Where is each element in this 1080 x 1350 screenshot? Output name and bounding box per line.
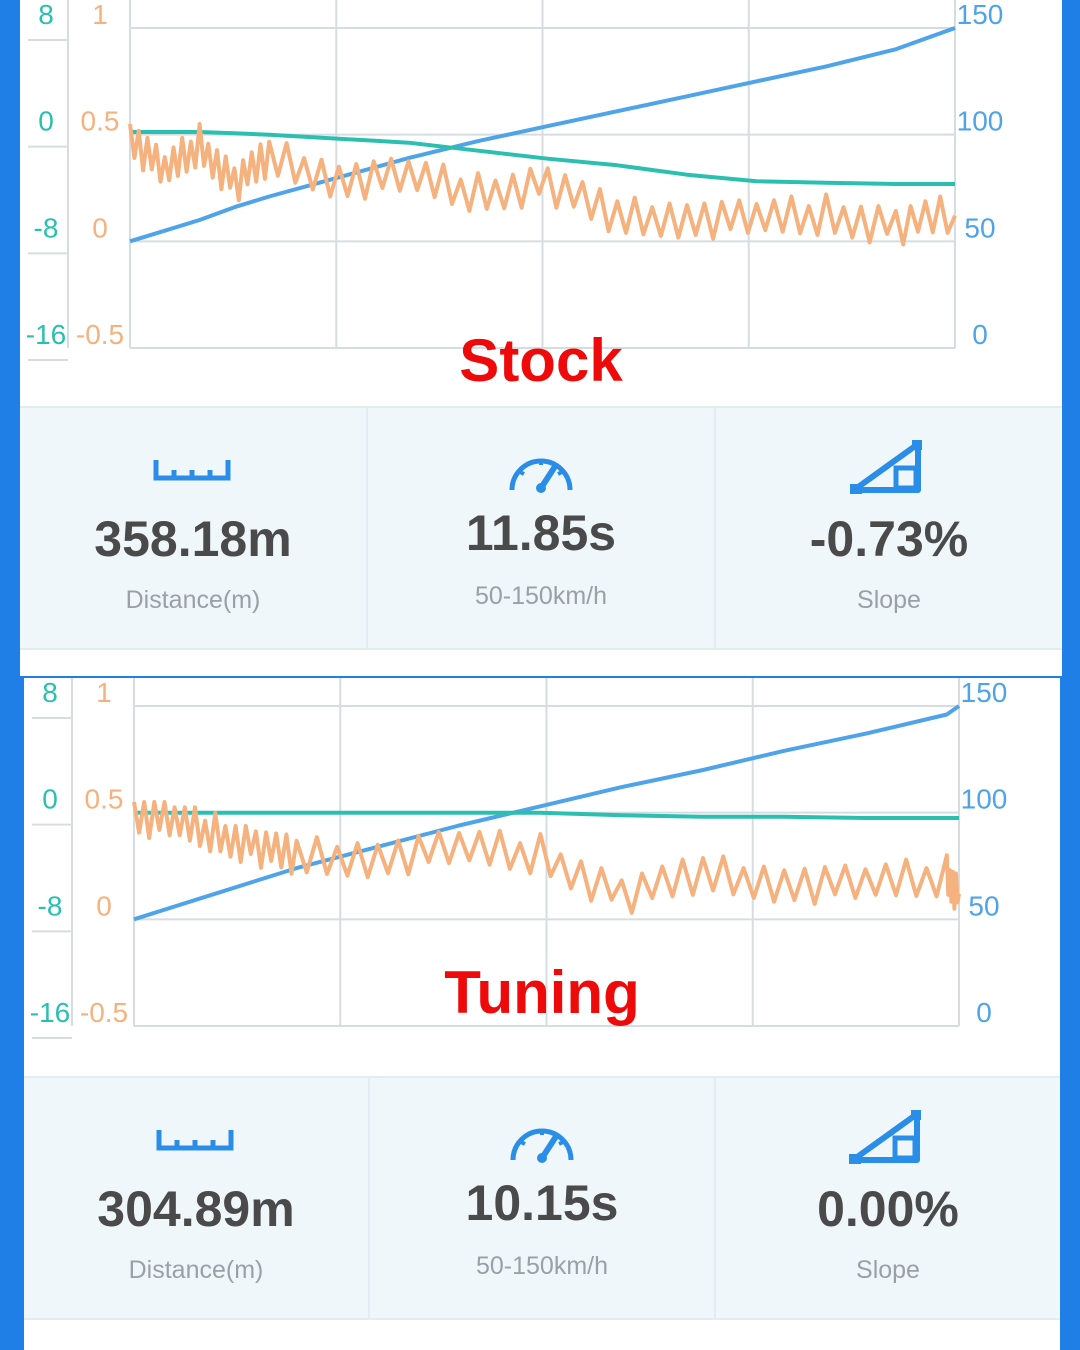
- stock-label: Stock: [459, 327, 623, 394]
- stock-result-panel: 8 1 150 0 0.5 100 -8 0 50 -16 -0.5 0 Stock 358.18m …: [20, 0, 1062, 676]
- accel-series-line: [132, 800, 961, 915]
- speed-axis-tick-label: 0: [972, 319, 988, 350]
- slope-series-line: [130, 130, 955, 186]
- speedometer-icon: [510, 1128, 574, 1163]
- speed-axis-tick-label: 100: [957, 106, 1004, 137]
- slope-axis-tick-label: -8: [38, 890, 63, 921]
- stat-distance: 304.89m Distance(m): [24, 1078, 370, 1318]
- slope-value: 0.00%: [817, 1181, 959, 1237]
- ruler-icon: [153, 460, 231, 481]
- time-label: 50-150km/h: [474, 582, 608, 610]
- stat-slope: -0.73% Slope: [716, 408, 1062, 648]
- tuning-stats-bar: 304.89m Distance(m) 10.15s 50-150km/h 0.…: [24, 1076, 1060, 1320]
- accel-axis-tick-label: 0: [96, 890, 112, 921]
- stock-chart: 8 1 150 0 0.5 100 -8 0 50 -16 -0.5 0: [20, 0, 1062, 400]
- accel-series-line: [128, 122, 957, 247]
- accel-axis-tick-label: -0.5: [80, 997, 128, 1028]
- speed-axis-tick-label: 50: [968, 890, 999, 921]
- distance-value: 304.89m: [97, 1181, 295, 1237]
- slope-axis-tick-label: 0: [38, 106, 54, 137]
- accel-axis-tick-label: 0: [92, 212, 108, 243]
- distance-label: Distance(m): [128, 1256, 264, 1284]
- stat-slope: 0.00% Slope: [716, 1078, 1060, 1318]
- stat-time: 10.15s 50-150km/h: [370, 1078, 716, 1318]
- accel-axis-tick-label: -0.5: [76, 319, 124, 350]
- tuning-chart-svg: 8 1 150 0 0.5 100 -8 0 50 -16 -0.5 0: [30, 678, 1008, 1039]
- slope-series-line: [134, 810, 959, 820]
- time-label: 50-150km/h: [475, 1252, 609, 1280]
- slope-axis-tick-label: 8: [42, 678, 58, 708]
- slope-value: -0.73%: [809, 511, 969, 567]
- stock-stats-bar: 358.18m Distance(m) 11.85s 50-150km/h -0…: [20, 406, 1062, 650]
- speed-axis-tick-label: 150: [961, 678, 1008, 708]
- speed-series-line: [133, 704, 961, 922]
- distance-value: 358.18m: [94, 511, 292, 567]
- tuning-chart: 8 1 150 0 0.5 100 -8 0 50 -16 -0.5 0: [24, 678, 1060, 1078]
- speed-axis-tick-label: 150: [957, 0, 1004, 30]
- slope-axis-tick-label: 8: [38, 0, 54, 30]
- speed-axis-tick-label: 50: [964, 212, 995, 243]
- slope-icon: [850, 440, 922, 494]
- speed-series-line: [129, 26, 956, 244]
- stock-chart-svg: 8 1 150 0 0.5 100 -8 0 50 -16 -0.5 0: [26, 0, 1004, 361]
- accel-axis-tick-label: 0.5: [85, 784, 124, 815]
- chart-grid: [28, 0, 956, 361]
- time-value: 11.85s: [465, 505, 617, 561]
- slope-axis-tick-label: 0: [42, 784, 58, 815]
- stat-distance: 358.18m Distance(m): [20, 408, 368, 648]
- slope-axis-tick-label: -16: [30, 997, 70, 1028]
- slope-label: Slope: [857, 586, 921, 614]
- slope-label: Slope: [856, 1256, 920, 1284]
- accel-axis-tick-label: 1: [96, 678, 112, 708]
- ruler-icon: [156, 1130, 234, 1151]
- speed-axis-tick-label: 100: [961, 784, 1008, 815]
- slope-icon: [849, 1110, 921, 1164]
- slope-axis-tick-label: -8: [34, 212, 59, 243]
- tuning-label: Tuning: [444, 959, 640, 1026]
- distance-label: Distance(m): [125, 586, 261, 614]
- speed-axis-tick-label: 0: [976, 997, 992, 1028]
- time-value: 10.15s: [465, 1175, 619, 1231]
- stat-time: 11.85s 50-150km/h: [368, 408, 716, 648]
- accel-axis-tick-label: 0.5: [81, 106, 120, 137]
- slope-axis-tick-label: -16: [26, 319, 66, 350]
- speedometer-icon: [509, 458, 573, 493]
- tuning-result-panel: 8 1 150 0 0.5 100 -8 0 50 -16 -0.5 0 Tuning 304.89m…: [24, 678, 1060, 1350]
- accel-axis-tick-label: 1: [92, 0, 108, 30]
